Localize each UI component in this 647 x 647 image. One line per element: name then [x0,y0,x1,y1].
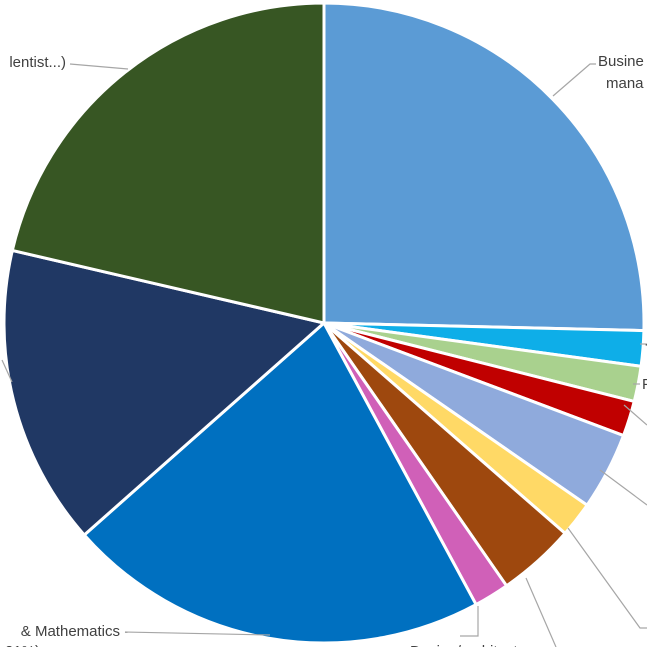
leader-line-0 [552,63,596,97]
pie-slice-9 [2,248,328,538]
slice-label-10-line-0: lentist...) [9,54,66,71]
slice-label-1-line-0: - [645,336,647,353]
pie-slice-8 [82,320,479,645]
leader-line-10 [69,63,129,70]
slice-label-8-line-1: 21%) [5,643,40,647]
pie-slice-10 [10,1,326,325]
leader-line-6 [525,577,557,647]
leader-line-4 [599,469,647,506]
slice-label-2-line-0: F [642,376,647,393]
leader-lines [1,63,647,647]
leader-line-8 [124,631,271,636]
slice-label-7-line-0: Design/architect [410,643,518,647]
pie-slice-0 [322,1,646,333]
slice-labels: Busine mana - F Design/architect & Mathematic… [5,53,647,647]
slice-label-0-line-0: Busine [598,53,644,70]
leader-line-9 [1,359,13,383]
leader-line-5 [567,527,647,629]
slice-label-0-line-1: mana [606,75,644,92]
leader-line-3 [623,404,647,426]
leader-line-7 [460,606,479,637]
slice-label-8-line-0: & Mathematics [21,623,120,640]
